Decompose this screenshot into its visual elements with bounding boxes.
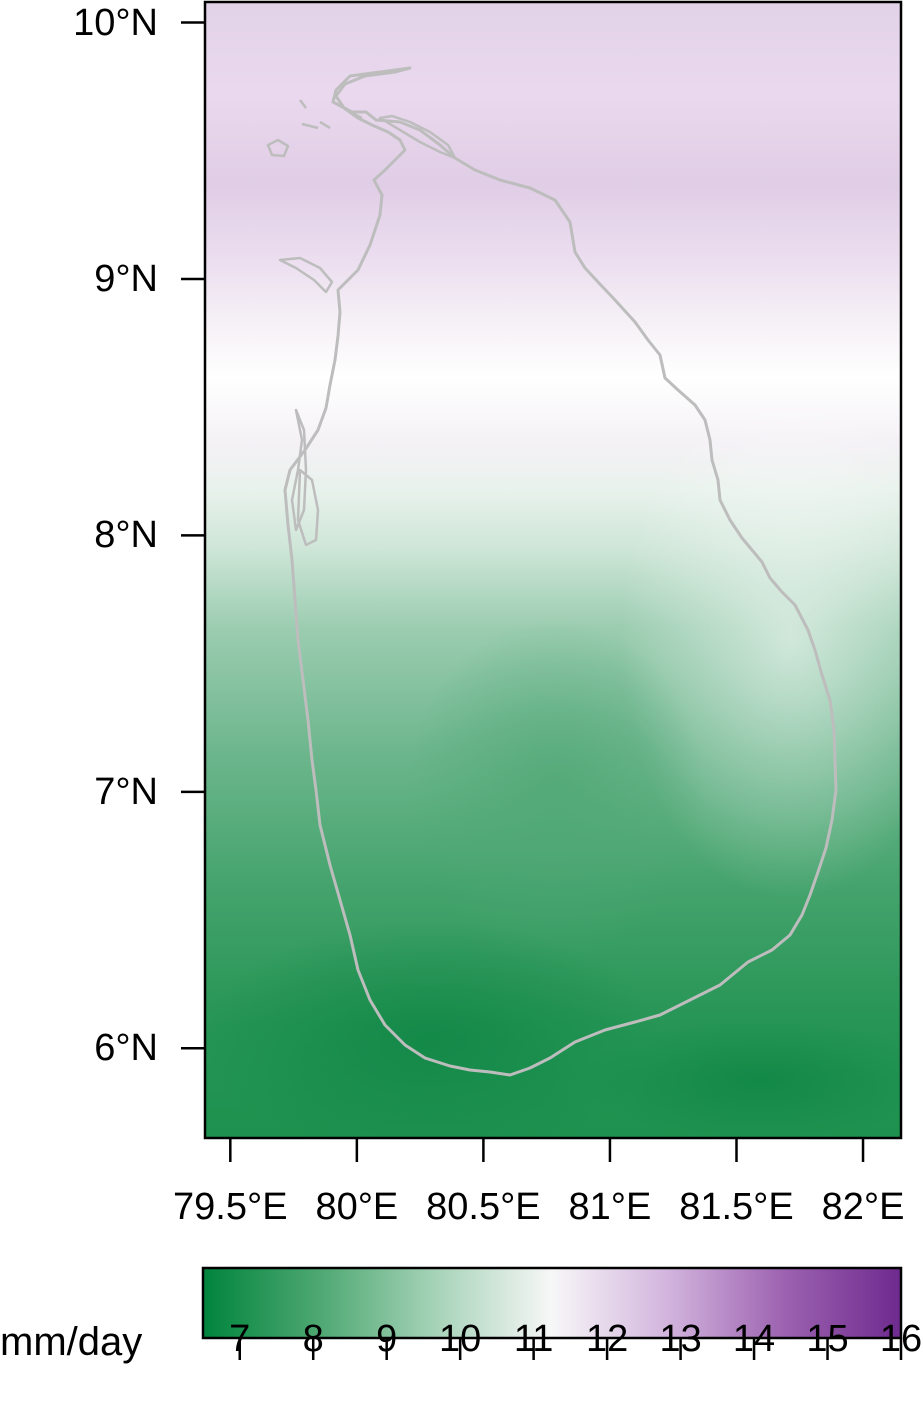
- precipitation-field: [205, 2, 901, 1138]
- colorbar-tick-label: 13: [659, 1318, 702, 1360]
- x-tick-label: 79.5°E: [173, 1186, 288, 1228]
- northern-islets: [299, 99, 363, 130]
- axis-ticks: [181, 21, 865, 1162]
- colorbar-tick-label: 7: [229, 1318, 251, 1360]
- x-tick-label: 81.5°E: [679, 1186, 794, 1228]
- colorbar-tick-label: 8: [302, 1318, 324, 1360]
- mannar-spit: [278, 256, 334, 294]
- y-tick-label: 10°N: [73, 1, 158, 44]
- plot-frame: [203, 0, 903, 1140]
- x-tick-label: 81°E: [568, 1186, 652, 1228]
- sri-lanka-coastline: [283, 66, 838, 1077]
- colorbar-tick-label: 9: [376, 1318, 398, 1360]
- y-tick-label: 8°N: [94, 514, 158, 557]
- colorbar-tick-label: 12: [585, 1318, 629, 1360]
- colorbar-tick-label: 10: [439, 1318, 482, 1360]
- northern-island: [266, 138, 290, 158]
- colorbar-tick-label: 14: [732, 1318, 776, 1360]
- colorbar-ticks: [238, 1338, 903, 1360]
- coastline: [266, 66, 838, 1077]
- colorbar-tick-label: 11: [513, 1318, 554, 1360]
- x-tick-label: 80°E: [315, 1186, 399, 1228]
- x-tick-label: 82°E: [821, 1186, 905, 1228]
- x-tick-label: 80.5°E: [426, 1186, 541, 1228]
- colorbar-tick-label: 16: [879, 1318, 923, 1360]
- puttalam-lagoon: [296, 468, 320, 547]
- colorbar-tick-label: 15: [806, 1318, 849, 1360]
- y-tick-label: 6°N: [94, 1027, 158, 1070]
- colorbar: [201, 1266, 903, 1340]
- kalpitiya-peninsula: [290, 408, 308, 532]
- jaffna-lagoon: [378, 114, 457, 160]
- y-tick-label: 7°N: [94, 770, 158, 813]
- colorbar-unit-label: mm/day: [0, 1320, 143, 1364]
- y-tick-label: 9°N: [94, 257, 158, 300]
